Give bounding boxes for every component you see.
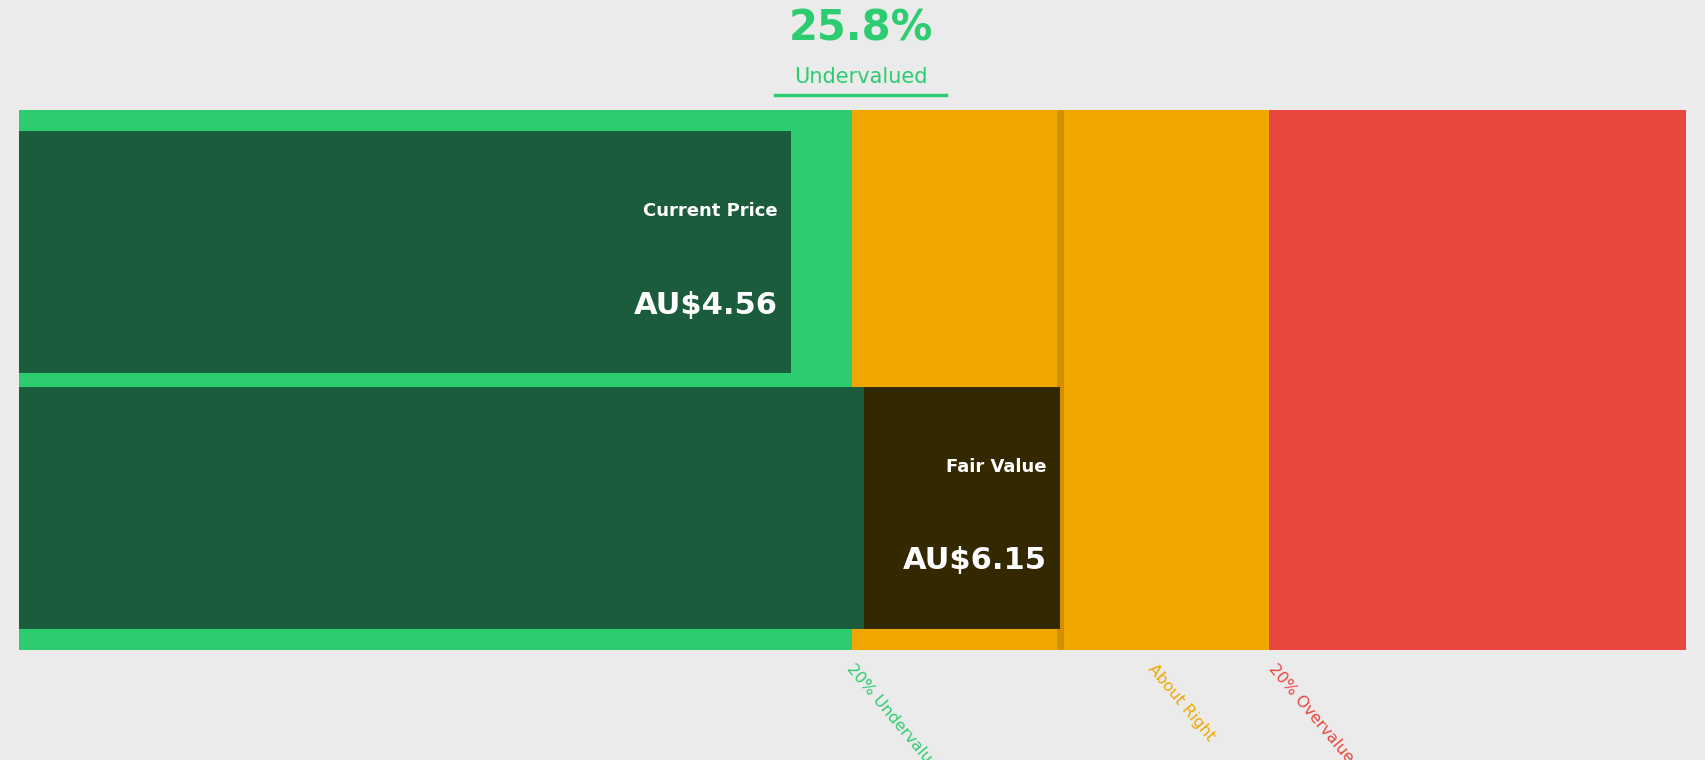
Text: Undervalued: Undervalued <box>793 68 928 87</box>
Text: Current Price: Current Price <box>643 202 777 220</box>
Bar <box>864 387 1061 629</box>
Text: AU$6.15: AU$6.15 <box>902 546 1047 575</box>
Bar <box>1269 110 1685 650</box>
Bar <box>19 387 1061 629</box>
Text: 20% Overvalued: 20% Overvalued <box>1265 661 1362 760</box>
Bar <box>19 110 851 650</box>
Bar <box>852 110 1061 650</box>
Bar <box>1057 110 1064 650</box>
Text: About Right: About Right <box>1144 661 1216 743</box>
Text: 20% Undervalued: 20% Undervalued <box>844 661 948 760</box>
Text: Fair Value: Fair Value <box>946 458 1047 476</box>
Bar <box>19 131 791 373</box>
Bar <box>1061 110 1269 650</box>
Text: 25.8%: 25.8% <box>788 8 933 49</box>
Text: AU$4.56: AU$4.56 <box>633 291 777 320</box>
